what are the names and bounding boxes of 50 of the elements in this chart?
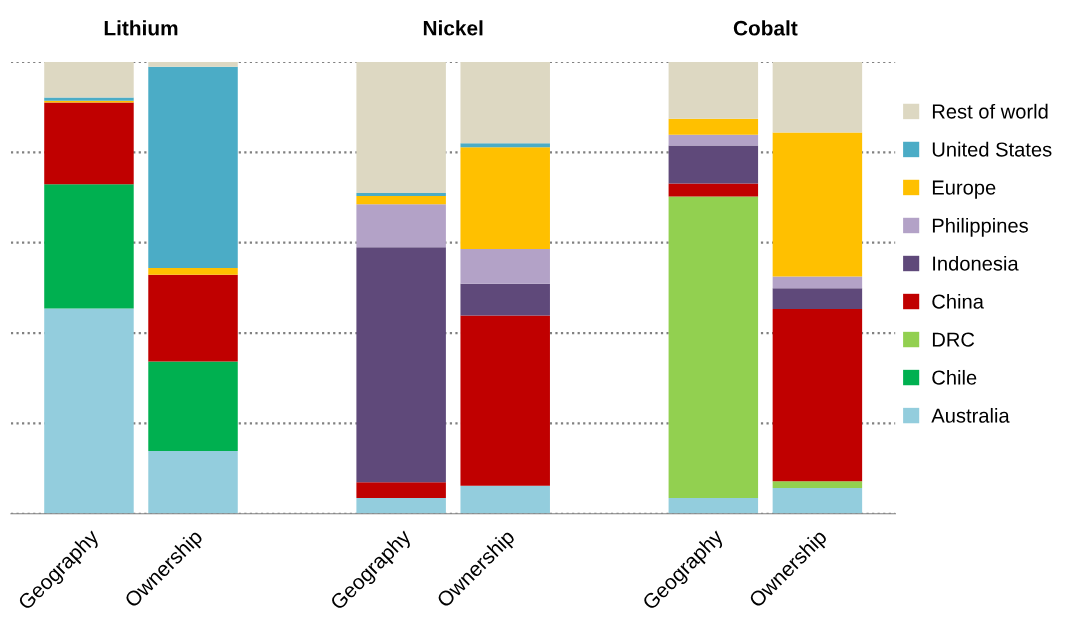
bar <box>148 61 238 67</box>
legend-label: Australia <box>931 407 1010 423</box>
legend-label: China <box>932 293 984 309</box>
bar <box>460 143 550 148</box>
bar <box>460 283 550 316</box>
bar <box>44 308 134 514</box>
bar <box>460 248 550 284</box>
legend-label: Europe <box>932 180 996 199</box>
bar <box>356 482 446 498</box>
bar <box>772 61 863 133</box>
bar <box>356 196 446 205</box>
bar <box>772 488 863 514</box>
bar <box>772 276 863 289</box>
bar <box>148 361 238 451</box>
bar <box>356 192 446 197</box>
bar <box>772 288 863 310</box>
bar <box>668 145 759 184</box>
bar <box>356 247 446 483</box>
bar <box>356 204 446 248</box>
bar <box>148 274 238 362</box>
legend-label: Chile <box>932 369 977 385</box>
legend-label: Rest of world <box>932 103 1048 119</box>
bar <box>668 183 759 197</box>
bar <box>460 315 550 486</box>
bar <box>460 61 550 144</box>
bar <box>460 485 550 514</box>
bar <box>772 132 863 277</box>
bar <box>148 267 238 275</box>
bar <box>356 61 446 193</box>
bar <box>148 66 238 268</box>
text: Cobalt <box>733 20 798 36</box>
bar <box>460 147 550 249</box>
bar <box>668 196 759 498</box>
bar <box>44 184 134 309</box>
legend-label: Philippines <box>932 217 1028 237</box>
bar <box>44 102 134 185</box>
bar <box>44 61 134 98</box>
legend-label: Indonesia <box>933 255 1019 271</box>
bar <box>668 497 759 514</box>
legend-label: United States <box>932 141 1052 157</box>
bar <box>668 61 759 119</box>
legend-label: DRC <box>932 332 975 347</box>
bar <box>668 134 759 146</box>
text: Nickel <box>423 20 483 36</box>
bar <box>772 481 863 489</box>
text: Lithium <box>104 20 178 36</box>
bar <box>356 497 446 514</box>
bar <box>668 118 759 135</box>
bar <box>148 450 238 514</box>
bar <box>772 309 863 482</box>
